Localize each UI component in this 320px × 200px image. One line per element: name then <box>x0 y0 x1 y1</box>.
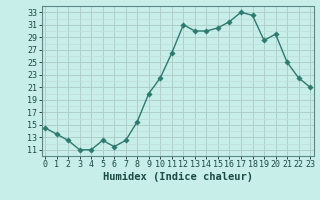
X-axis label: Humidex (Indice chaleur): Humidex (Indice chaleur) <box>103 172 252 182</box>
